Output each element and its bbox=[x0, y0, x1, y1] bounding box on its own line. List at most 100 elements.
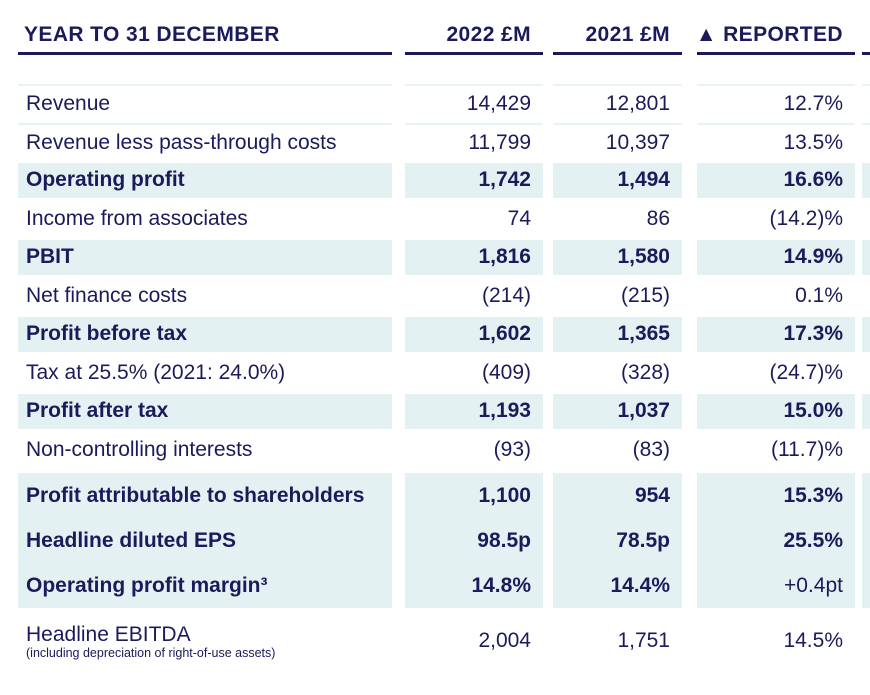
column-gap bbox=[543, 19, 553, 55]
clipped-next-column-cell bbox=[862, 431, 870, 470]
value-2022: 1,602 bbox=[405, 315, 543, 354]
value-delta-reported: 14.9% bbox=[697, 238, 855, 277]
column-gap bbox=[543, 238, 553, 277]
value-2021: (215) bbox=[620, 283, 670, 307]
value-2021: 1,365 bbox=[553, 315, 682, 354]
column-gap bbox=[392, 518, 405, 563]
column-gap bbox=[392, 563, 405, 608]
value-delta-reported: (14.2)% bbox=[769, 206, 843, 230]
table-row: Profit attributable to shareholders 1,100… bbox=[18, 473, 870, 518]
column-gap bbox=[543, 200, 553, 239]
table-header: YEAR TO 31 DECEMBER 2022 £M 2021 £M ▲ REPOR… bbox=[18, 19, 870, 55]
column-gap bbox=[543, 392, 553, 431]
column-gap bbox=[392, 277, 405, 316]
column-gap bbox=[682, 19, 697, 55]
clipped-next-column-cell bbox=[862, 200, 870, 239]
value-delta-reported: 15.3% bbox=[697, 473, 855, 518]
row-label: Headline EBITDA bbox=[26, 622, 191, 646]
clipped-next-column-cell bbox=[862, 277, 870, 316]
column-gap bbox=[682, 518, 697, 563]
value-2021: 1,751 bbox=[617, 629, 670, 652]
clipped-next-column-cell bbox=[862, 563, 870, 608]
clipped-next-column-cell bbox=[862, 518, 870, 563]
column-gap bbox=[543, 84, 553, 123]
table-row: Operating profit margin³ 14.8% 14.4% +0.4pt bbox=[18, 563, 870, 608]
column-gap bbox=[682, 615, 697, 667]
table-row: Non-controlling interests (93) (83) (11.7)% bbox=[18, 431, 870, 470]
clipped-next-column-cell bbox=[862, 615, 870, 667]
row-sublabel: (including depreciation of right-of-use … bbox=[26, 645, 276, 660]
value-2021: (83) bbox=[632, 437, 670, 461]
value-delta-reported: 13.5% bbox=[697, 122, 855, 162]
value-2022: 98.5p bbox=[405, 518, 543, 563]
column-gap bbox=[392, 431, 405, 470]
column-gap bbox=[543, 354, 553, 393]
column-header-2022: 2022 £M bbox=[405, 19, 543, 55]
clipped-next-column-cell bbox=[862, 161, 870, 200]
row-label-group: Headline EBITDA (including depreciation … bbox=[18, 615, 392, 667]
summary-block: Profit attributable to shareholders 1,100… bbox=[18, 473, 870, 608]
column-gap bbox=[682, 315, 697, 354]
value-2022: 14.8% bbox=[405, 563, 543, 608]
value-2022: 11,799 bbox=[405, 122, 543, 162]
column-gap bbox=[392, 354, 405, 393]
table-row: Headline diluted EPS 98.5p 78.5p 25.5% bbox=[18, 518, 870, 563]
column-gap bbox=[392, 615, 405, 667]
column-gap bbox=[392, 238, 405, 277]
value-delta-reported: (11.7)% bbox=[771, 437, 843, 461]
column-gap bbox=[855, 354, 862, 393]
column-gap bbox=[392, 19, 405, 55]
column-gap bbox=[543, 563, 553, 608]
value-2022: 14,429 bbox=[405, 84, 543, 123]
column-gap bbox=[543, 615, 553, 667]
clipped-next-column-cell bbox=[862, 473, 870, 518]
row-label: Revenue less pass-through costs bbox=[18, 122, 392, 162]
column-gap bbox=[543, 518, 553, 563]
value-2022: 74 bbox=[507, 206, 531, 230]
table-row: Profit after tax 1,193 1,037 15.0% bbox=[18, 392, 870, 431]
row-label: PBIT bbox=[18, 238, 392, 277]
column-gap bbox=[682, 200, 697, 239]
table-body: Revenue 14,429 12,801 12.7% Revenue less pas… bbox=[18, 84, 870, 469]
value-delta-reported: 17.3% bbox=[697, 315, 855, 354]
column-gap bbox=[682, 354, 697, 393]
column-gap bbox=[543, 277, 553, 316]
value-2021: 14.4% bbox=[553, 563, 682, 608]
value-2021: 78.5p bbox=[553, 518, 682, 563]
value-2022: 1,100 bbox=[405, 473, 543, 518]
column-gap bbox=[682, 161, 697, 200]
column-gap bbox=[543, 431, 553, 470]
value-2022: 1,816 bbox=[405, 238, 543, 277]
clipped-next-column-cell bbox=[862, 354, 870, 393]
column-gap bbox=[855, 615, 862, 667]
row-label: Profit before tax bbox=[18, 315, 392, 354]
column-gap bbox=[855, 19, 862, 55]
row-label: Tax at 25.5% (2021: 24.0%) bbox=[26, 360, 286, 384]
column-gap bbox=[392, 200, 405, 239]
column-gap bbox=[543, 123, 553, 162]
column-gap bbox=[392, 473, 405, 518]
value-2021: (328) bbox=[620, 360, 670, 384]
column-gap bbox=[855, 392, 862, 431]
value-2022: 2,004 bbox=[478, 629, 531, 652]
column-gap bbox=[855, 563, 862, 608]
value-delta-reported: 25.5% bbox=[697, 518, 855, 563]
value-2021: 86 bbox=[646, 206, 670, 230]
value-delta-reported: 16.6% bbox=[697, 161, 855, 200]
column-gap bbox=[682, 473, 697, 518]
value-2021: 1,580 bbox=[553, 238, 682, 277]
row-label: Non-controlling interests bbox=[26, 437, 253, 461]
column-gap bbox=[392, 315, 405, 354]
clipped-next-column-header bbox=[862, 19, 870, 55]
table-row: Net finance costs (214) (215) 0.1% bbox=[18, 277, 870, 316]
column-gap bbox=[855, 238, 862, 277]
row-label: Profit attributable to shareholders bbox=[18, 473, 392, 518]
column-gap bbox=[682, 392, 697, 431]
value-2021: 10,397 bbox=[553, 122, 682, 162]
table-row: Revenue less pass-through costs 11,799 10,… bbox=[18, 122, 870, 162]
column-gap bbox=[392, 84, 405, 123]
column-gap bbox=[392, 161, 405, 200]
value-delta-reported: 0.1% bbox=[795, 283, 843, 307]
column-gap bbox=[682, 123, 697, 162]
value-2021: 12,801 bbox=[553, 84, 682, 123]
